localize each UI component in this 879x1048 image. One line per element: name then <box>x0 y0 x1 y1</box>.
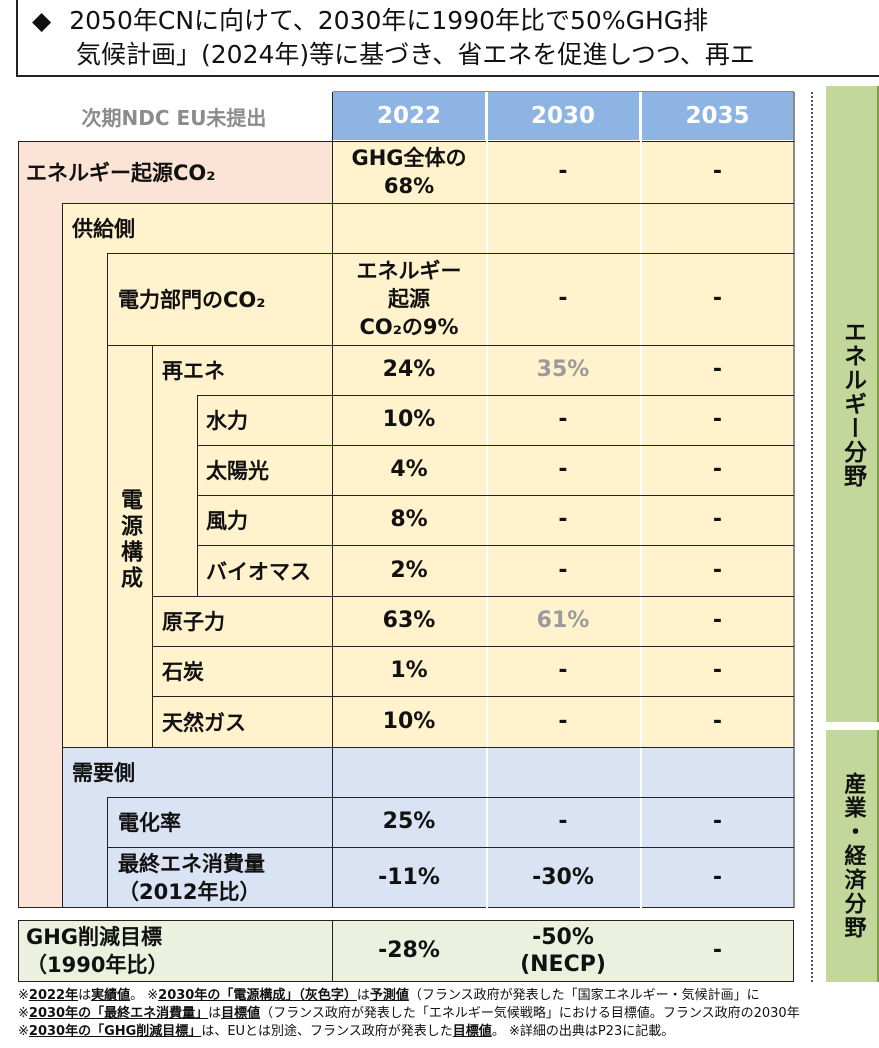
cell-electrification-2022: 25% <box>382 809 436 834</box>
footnote-segment: （フランス政府が発表した「エネルギー気候戦略」における目標値。フランス政府の20… <box>260 1006 800 1021</box>
cell-energy-co2-2035: - <box>712 159 723 184</box>
footnote-segment: は <box>208 1006 222 1021</box>
year-header-2030: 2030 <box>487 92 639 140</box>
cell-renewables-2022: 24% <box>382 357 436 382</box>
row-label-solar: 太陽光 <box>206 459 269 483</box>
side-industry-panel <box>826 730 879 982</box>
cell-hydro-2035: - <box>712 407 723 432</box>
footnote-segment: ※ <box>18 1024 29 1039</box>
cell-solar-2030: - <box>558 457 568 482</box>
footnote-2: ※2030年の「最終エネ消費量」は目標値（フランス政府が発表した「エネルギー気候… <box>18 1005 800 1022</box>
row-label-power-co2: 電力部門のCO₂ <box>118 288 266 312</box>
footnote-segment: 。 ※ <box>130 988 159 1003</box>
footnote-segment: 2030年の「最終エネ消費量」 <box>28 1006 209 1021</box>
cell-power-co2-2030: - <box>558 286 568 311</box>
cell-power-co2-2022: エネルギー 起源 CO₂の9% <box>356 259 462 339</box>
footnote-segment: は <box>78 988 92 1003</box>
cell-gas-2022: 10% <box>382 708 436 734</box>
cell-electrification-2035: - <box>712 809 723 834</box>
cell-power-co2-2035: - <box>712 286 723 311</box>
footnote-segment: 目標値 <box>221 1006 261 1021</box>
header-line-2: 気候計画」(2024年)等に基づき、省エネを促進しつつ、再エ <box>76 40 755 69</box>
cell-ghg-2035: - <box>712 938 723 963</box>
row-label-electrification: 電化率 <box>118 811 181 835</box>
cell-ghg-2030: -50% (NECP) <box>520 925 606 977</box>
cell-nuclear-2030: 61% <box>536 608 590 633</box>
cell-energy-co2-2030: - <box>558 159 568 184</box>
row-label-demand: 需要側 <box>72 761 135 785</box>
footnote-3: ※2030年の「GHG削減目標」は、EUとは別途、フランス政府が発表した目標値。… <box>18 1023 674 1040</box>
side-industry-label: 産業・経済分野 <box>840 772 866 940</box>
page-header: ◆ 2050年CNに向けて、2030年に1990年比で50%GHG排 気候計画」(… <box>16 0 879 77</box>
year-header-2022: 2022 <box>333 92 485 140</box>
corner-label: 次期NDC EU未提出 <box>81 105 267 130</box>
cell-biomass-2030: - <box>558 557 568 583</box>
cell-coal-2030: - <box>558 658 568 683</box>
footnote-segment: 。 ※詳細の出典はP23に記載。 <box>491 1024 675 1039</box>
row-label-biomass: バイオマス <box>206 559 311 584</box>
cell-wind-2030: - <box>558 507 568 532</box>
cell-nuclear-2035: - <box>712 608 723 633</box>
diamond-bullet-icon: ◆ <box>32 6 52 35</box>
footnote-segment: 目標値 <box>452 1024 492 1039</box>
footnote-segment: 2030年の「GHG削減目標」 <box>28 1024 202 1039</box>
row-label-nuclear: 原子力 <box>162 610 225 634</box>
footnote-segment: 2030年の「電源構成」（灰色字） <box>158 988 357 1003</box>
footnote-segment: は <box>356 988 370 1003</box>
row-label-supply: 供給側 <box>72 217 135 241</box>
header-line-1: 2050年CNに向けて、2030年に1990年比で50%GHG排 <box>69 6 709 35</box>
cell-final-energy-2022: -11% <box>378 864 440 890</box>
ghg-block <box>18 920 794 982</box>
supply-block <box>62 203 794 747</box>
cell-biomass-2022: 2% <box>390 557 428 583</box>
footnote-segment: （フランス政府が発表した「国家エネルギー・気候計画」に <box>408 988 760 1003</box>
cell-ghg-2022: -28% <box>378 938 440 963</box>
power-mix-label: 電源構成 <box>117 488 142 592</box>
demand-block <box>62 747 794 908</box>
cell-gas-2030: - <box>558 708 568 734</box>
cell-wind-2022: 8% <box>390 507 428 532</box>
row-label-gas: 天然ガス <box>162 710 246 735</box>
footnote-segment: 2022年 <box>28 988 79 1003</box>
cell-renewables-2035: - <box>712 357 723 382</box>
footnote-segment: 予測値 <box>369 988 409 1003</box>
cell-biomass-2035: - <box>712 557 723 583</box>
row-label-energy-co2: エネルギー起源CO₂ <box>26 161 216 185</box>
cell-nuclear-2022: 63% <box>382 608 436 633</box>
row-label-coal: 石炭 <box>162 660 204 684</box>
cell-hydro-2030: - <box>558 407 568 432</box>
energy-co2-values-bg <box>333 141 794 203</box>
cell-solar-2035: - <box>712 457 723 482</box>
cell-gas-2035: - <box>712 708 723 734</box>
cell-wind-2035: - <box>712 507 723 532</box>
footnote-1: ※2022年は実績値。 ※2030年の「電源構成」（灰色字）は予測値（フランス政… <box>18 987 760 1004</box>
cell-energy-co2-2022: GHG全体の 68% <box>351 146 467 198</box>
cell-electrification-2030: - <box>558 809 568 834</box>
cell-renewables-2030: 35% <box>536 357 590 382</box>
cell-hydro-2022: 10% <box>382 407 436 432</box>
side-energy-panel <box>826 86 879 722</box>
side-energy-label: エネルギー分野 <box>839 320 866 488</box>
cell-final-energy-2030: -30% <box>532 864 594 890</box>
row-label-renewables: 再エネ <box>162 359 225 383</box>
row-label-final-energy: 最終エネ消費量 （2012年比） <box>118 851 265 904</box>
power-mix-vertical-label: 電源構成 <box>114 488 144 592</box>
cell-solar-2022: 4% <box>390 457 428 482</box>
footnote-segment: ※ <box>18 1006 29 1021</box>
row-label-ghg: GHG削減目標 （1990年比） <box>26 925 169 977</box>
year-header-2035: 2035 <box>641 92 794 140</box>
cell-final-energy-2035: - <box>712 864 723 890</box>
footnote-segment: 実績値 <box>91 988 131 1003</box>
row-label-wind: 風力 <box>206 509 248 533</box>
footnote-segment: ※ <box>18 988 29 1003</box>
cell-coal-2035: - <box>712 658 723 683</box>
row-label-hydro: 水力 <box>206 409 248 433</box>
cell-coal-2022: 1% <box>390 658 428 683</box>
footnote-segment: は、EUとは別途、フランス政府が発表した <box>201 1024 453 1039</box>
